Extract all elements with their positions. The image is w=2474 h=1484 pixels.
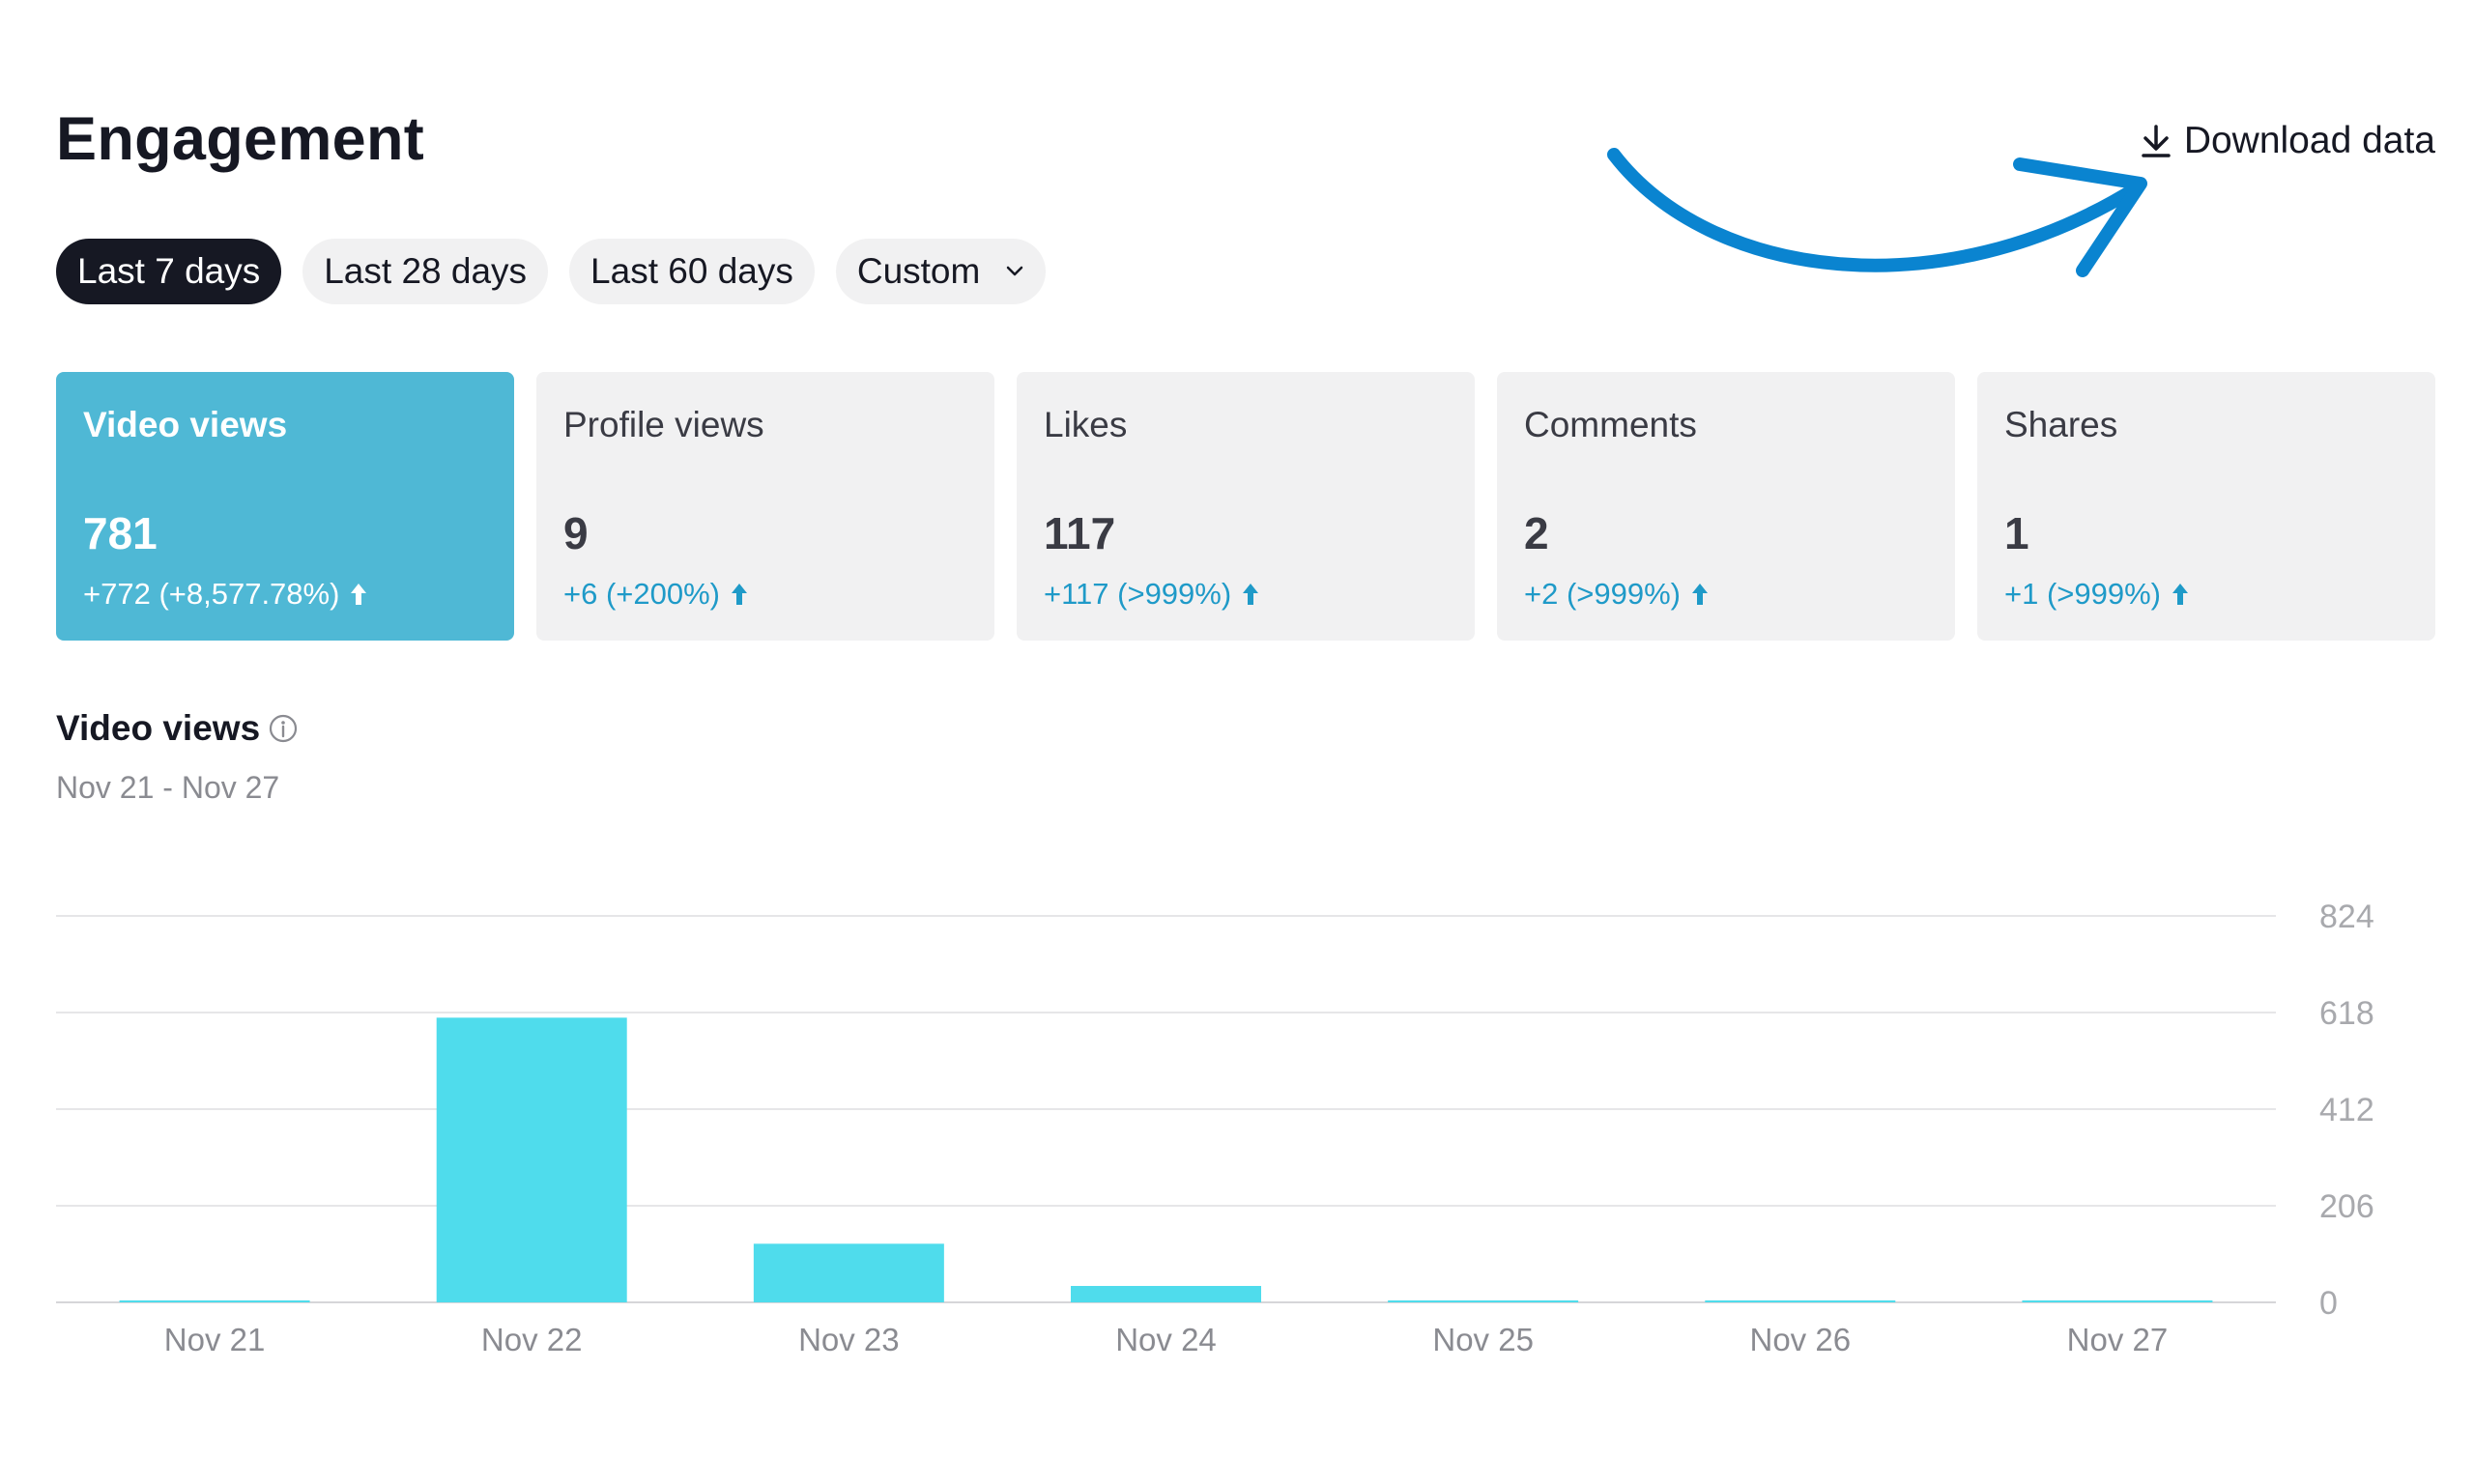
arrow-up-icon (1243, 584, 1259, 605)
page-title: Engagement (56, 105, 425, 173)
arrow-up-icon (351, 584, 367, 605)
stat-value: 781 (83, 508, 158, 558)
stat-change-text: +772 (+8,577.78%) (83, 577, 340, 611)
download-icon (2142, 125, 2171, 157)
bar[interactable] (2022, 1300, 2213, 1302)
stat-value: 2 (1524, 508, 1549, 558)
chart-title-text: Video views (56, 708, 261, 748)
stat-label: Video views (83, 405, 288, 444)
tab-last-60-days[interactable]: Last 60 days (569, 239, 815, 304)
tab-last-28-days[interactable]: Last 28 days (302, 239, 549, 304)
bar[interactable] (1071, 1286, 1261, 1302)
bar[interactable] (1388, 1300, 1579, 1302)
arrow-up-icon (732, 584, 747, 605)
bar[interactable] (119, 1300, 310, 1302)
stat-value: 117 (1044, 508, 1116, 558)
y-tick-label: 0 (2319, 1285, 2338, 1322)
custom-range-label: Custom (856, 251, 981, 291)
tab-last-7-days[interactable]: Last 7 days (56, 239, 282, 304)
y-tick-label: 206 (2319, 1188, 2374, 1225)
custom-range-dropdown[interactable]: Custom (835, 239, 1047, 304)
stat-label: Profile views (563, 405, 764, 444)
download-data-label: Download data (2183, 120, 2435, 161)
stat-change-text: +1 (>999%) (2004, 577, 2161, 611)
info-icon[interactable] (268, 713, 299, 744)
stat-change-text: +117 (>999%) (1044, 577, 1232, 611)
y-tick-label: 824 (2319, 899, 2374, 935)
stat-card-comments[interactable]: Comments 2 +2 (>999%) (1497, 372, 1955, 641)
date-range-tabs: Last 7 days Last 28 days Last 60 days Cu… (56, 239, 1047, 304)
stat-card-video-views[interactable]: Video views 781 +772 (+8,577.78%) (56, 372, 514, 641)
stat-change-text: +6 (+200%) (563, 577, 720, 611)
arrow-up-icon (2172, 584, 2188, 605)
bar[interactable] (753, 1243, 944, 1302)
x-tick-label: Nov 25 (1432, 1322, 1534, 1357)
stat-label: Comments (1524, 405, 1697, 444)
x-tick-label: Nov 23 (798, 1322, 900, 1357)
stat-change: +117 (>999%) (1044, 577, 1260, 612)
stat-value: 1 (2004, 508, 2029, 558)
arrow-up-icon (1692, 584, 1708, 605)
video-views-bar-chart: 0 206 412 618 824 Nov 21 Nov 22 Nov 23 Nov 24 Nov… (56, 899, 2374, 1357)
x-tick-label: Nov 26 (1750, 1322, 1852, 1357)
x-tick-label: Nov 27 (2067, 1322, 2169, 1357)
stat-value: 9 (563, 508, 589, 558)
stat-change: +6 (+200%) (563, 577, 749, 612)
chevron-down-icon (1007, 266, 1023, 276)
annotation-arrow (1607, 148, 2147, 277)
stat-label: Likes (1044, 405, 1128, 444)
stat-card-likes[interactable]: Likes 117 +117 (>999%) (1017, 372, 1475, 641)
download-data-button[interactable]: Download data (2140, 120, 2435, 162)
stat-change-text: +2 (>999%) (1524, 577, 1681, 611)
bar[interactable] (1705, 1300, 1896, 1302)
chart-title: Video views (56, 708, 299, 749)
x-tick-label: Nov 22 (481, 1322, 583, 1357)
stat-change: +2 (>999%) (1524, 577, 1710, 612)
stat-cards: Video views 781 +772 (+8,577.78%) Profil… (56, 372, 2435, 641)
y-tick-label: 618 (2319, 995, 2374, 1032)
stat-change: +1 (>999%) (2004, 577, 2190, 612)
chart-date-range: Nov 21 - Nov 27 (56, 770, 280, 805)
stat-card-shares[interactable]: Shares 1 +1 (>999%) (1977, 372, 2435, 641)
x-tick-label: Nov 21 (164, 1322, 266, 1357)
stat-label: Shares (2004, 405, 2118, 444)
y-tick-label: 412 (2319, 1092, 2374, 1128)
stat-change: +772 (+8,577.78%) (83, 577, 368, 612)
bar[interactable] (436, 1017, 627, 1302)
x-tick-label: Nov 24 (1115, 1322, 1217, 1357)
stat-card-profile-views[interactable]: Profile views 9 +6 (+200%) (536, 372, 994, 641)
